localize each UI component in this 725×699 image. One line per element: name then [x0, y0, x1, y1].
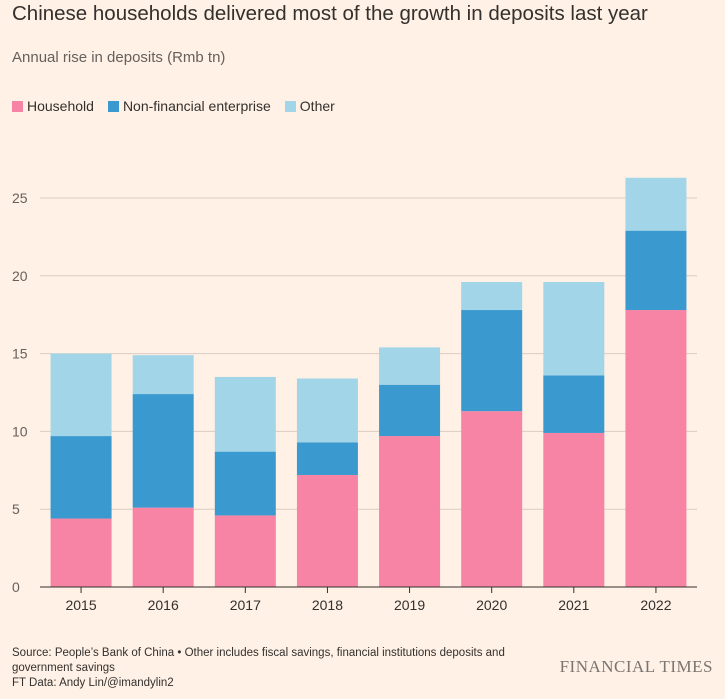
x-tick-label-2016: 2016 [148, 597, 179, 613]
bar-2021-non-financial-enterprise [543, 375, 605, 433]
financial-times-logo: FINANCIAL TIMES [559, 657, 713, 676]
bar-2022-non-financial-enterprise [625, 230, 687, 311]
bar-2020-non-financial-enterprise [461, 310, 523, 412]
bar-2017-other [214, 376, 276, 452]
bar-2020-other [461, 282, 523, 311]
source-note: Source: People’s Bank of China • Other i… [12, 647, 505, 674]
bar-2015-household [50, 518, 112, 587]
y-tick-label-25: 25 [12, 190, 28, 206]
y-tick-label-15: 15 [12, 346, 28, 362]
y-tick-label-10: 10 [12, 423, 28, 439]
x-tick-label-2019: 2019 [394, 597, 425, 613]
bar-2019-household [379, 436, 441, 587]
legend-label-other: Other [299, 98, 335, 114]
bar-2016-non-financial-enterprise [132, 394, 194, 508]
bar-2021-household [543, 432, 605, 587]
y-tick-label-5: 5 [12, 501, 20, 517]
x-tick-label-2015: 2015 [65, 597, 96, 613]
legend-item-other: Other [284, 98, 335, 114]
y-tick-label-20: 20 [12, 268, 28, 284]
x-tick-label-2022: 2022 [640, 597, 671, 613]
legend-swatch-other [284, 100, 296, 112]
bar-2017-non-financial-enterprise [214, 451, 276, 516]
bar-2016-other [132, 355, 194, 395]
chart-subtitle: Annual rise in deposits (Rmb tn) [12, 49, 226, 66]
x-tick-label-2017: 2017 [230, 597, 261, 613]
bar-2021-other [543, 282, 605, 376]
x-tick-label-2021: 2021 [558, 597, 589, 613]
bar-2020-household [461, 411, 523, 587]
bar-2022-other [625, 177, 687, 231]
legend-swatch-household [12, 100, 23, 112]
x-tick-label-2018: 2018 [312, 597, 343, 613]
legend-item-household: Household [12, 98, 94, 114]
legend-label-household: Household [27, 98, 94, 114]
stacked-bar-chart: 0 5 10 15 20 25 2015 2016 2017 2018 2019 2020 2021 20… [12, 177, 697, 613]
bar-2018-non-financial-enterprise [296, 442, 358, 475]
bar-2018-other [296, 378, 358, 443]
bar-2016-household [132, 507, 194, 587]
x-tick-label-2020: 2020 [476, 597, 507, 613]
legend-swatch-non-financial-enterprise [107, 100, 119, 112]
bar-2019-other [379, 347, 441, 385]
bar-2019-non-financial-enterprise [379, 384, 441, 437]
bar-2022-household [625, 310, 687, 587]
data-credit: FT Data: Andy Lin/@imandylin2 [12, 677, 174, 689]
bar-2017-household [214, 515, 276, 587]
y-tick-label-0: 0 [12, 579, 20, 595]
chart-legend: Household Non-financial enterprise Other [12, 98, 349, 114]
chart-title: Chinese households delivered most of the… [12, 2, 648, 25]
bar-2015-other [50, 353, 112, 437]
bar-2018-household [296, 474, 358, 587]
legend-label-non-financial-enterprise: Non-financial enterprise [122, 98, 271, 114]
legend-item-non-financial-enterprise: Non-financial enterprise [107, 98, 271, 114]
bar-2015-non-financial-enterprise [50, 436, 112, 519]
